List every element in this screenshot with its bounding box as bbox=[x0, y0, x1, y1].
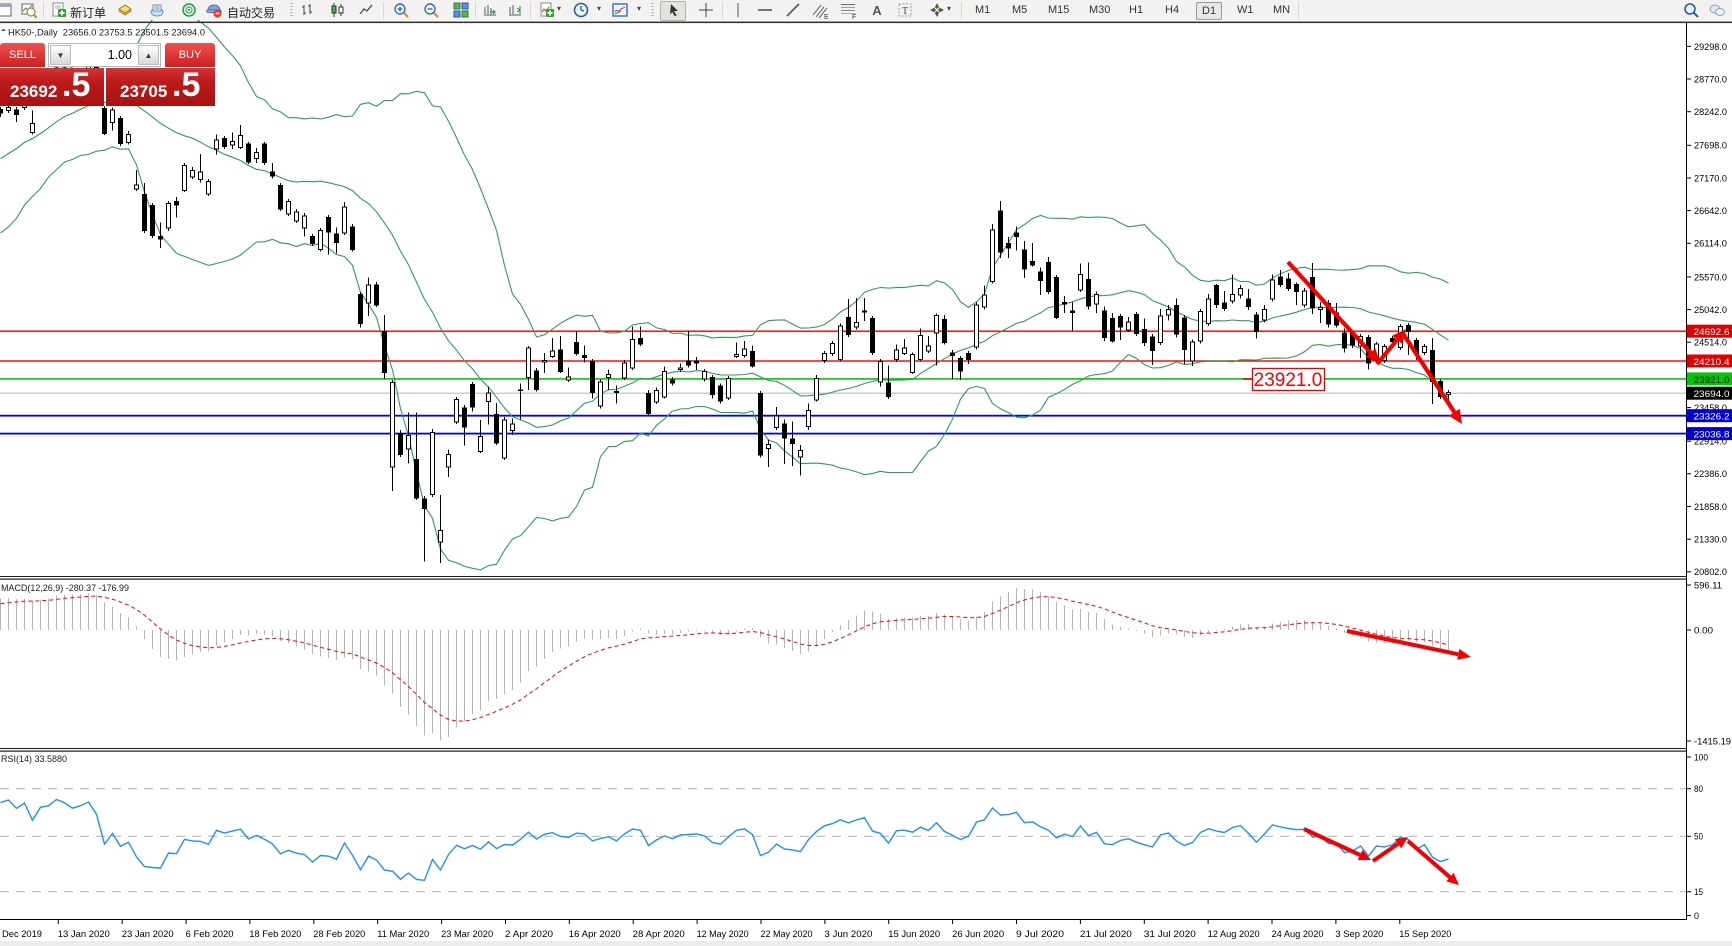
svg-text:21 Jul 2020: 21 Jul 2020 bbox=[1080, 929, 1132, 940]
svg-text:24692.6: 24692.6 bbox=[1694, 327, 1730, 338]
svg-text:0.00: 0.00 bbox=[1694, 625, 1713, 636]
svg-text:RSI(14) 33.5880: RSI(14) 33.5880 bbox=[1, 754, 67, 765]
svg-text:15 Jun 2020: 15 Jun 2020 bbox=[888, 929, 940, 940]
svg-text:23921.0: 23921.0 bbox=[1694, 375, 1730, 386]
svg-text:3 Sep 2020: 3 Sep 2020 bbox=[1335, 929, 1383, 940]
svg-text:25570.0: 25570.0 bbox=[1694, 272, 1727, 283]
svg-text:50: 50 bbox=[1694, 832, 1703, 843]
svg-text:24210.4: 24210.4 bbox=[1694, 357, 1730, 368]
svg-text:T: T bbox=[902, 6, 908, 17]
svg-text:22914.0: 22914.0 bbox=[1694, 437, 1727, 448]
svg-text:23 Mar 2020: 23 Mar 2020 bbox=[441, 929, 493, 940]
svg-text:28770.0: 28770.0 bbox=[1694, 74, 1727, 85]
svg-text:23458.0: 23458.0 bbox=[1694, 403, 1727, 414]
svg-text:21330.0: 21330.0 bbox=[1694, 535, 1727, 546]
svg-text:6 Feb 2020: 6 Feb 2020 bbox=[186, 929, 234, 940]
svg-text:80: 80 bbox=[1694, 784, 1703, 795]
svg-text:-1415.19: -1415.19 bbox=[1694, 736, 1731, 747]
svg-text:28 Feb 2020: 28 Feb 2020 bbox=[313, 929, 365, 940]
svg-text:23921.0: 23921.0 bbox=[1254, 370, 1323, 391]
svg-text:27698.0: 27698.0 bbox=[1694, 141, 1727, 152]
svg-text:596.11: 596.11 bbox=[1694, 580, 1722, 591]
svg-text:23694.0: 23694.0 bbox=[1694, 389, 1730, 400]
svg-text:23326.2: 23326.2 bbox=[1694, 412, 1730, 423]
svg-text:29298.0: 29298.0 bbox=[1694, 42, 1727, 53]
svg-text:28 Apr 2020: 28 Apr 2020 bbox=[633, 929, 685, 940]
svg-text:2 Apr 2020: 2 Apr 2020 bbox=[505, 929, 553, 940]
svg-text:11 Mar 2020: 11 Mar 2020 bbox=[377, 929, 429, 940]
svg-text:18 Feb 2020: 18 Feb 2020 bbox=[249, 929, 301, 940]
svg-text:12 May 2020: 12 May 2020 bbox=[697, 929, 749, 940]
svg-text:22386.0: 22386.0 bbox=[1694, 469, 1727, 480]
svg-text:13 Jan 2020: 13 Jan 2020 bbox=[58, 929, 110, 940]
svg-text:0: 0 bbox=[1694, 911, 1699, 922]
svg-text:31 Jul 2020: 31 Jul 2020 bbox=[1144, 929, 1196, 940]
svg-text:25042.0: 25042.0 bbox=[1694, 305, 1727, 316]
svg-text:24 Aug 2020: 24 Aug 2020 bbox=[1272, 929, 1324, 940]
svg-text:23036.8: 23036.8 bbox=[1694, 430, 1730, 441]
svg-text:3 Jun 2020: 3 Jun 2020 bbox=[824, 929, 872, 940]
svg-text:22 May 2020: 22 May 2020 bbox=[761, 929, 813, 940]
svg-text:12 Aug 2020: 12 Aug 2020 bbox=[1208, 929, 1260, 940]
svg-text:15: 15 bbox=[1694, 887, 1703, 898]
svg-text:28242.0: 28242.0 bbox=[1694, 107, 1727, 118]
svg-text:100: 100 bbox=[1694, 752, 1708, 763]
svg-text:23 Jan 2020: 23 Jan 2020 bbox=[122, 929, 174, 940]
svg-text:MACD(12,26,9) -280.37 -176.99: MACD(12,26,9) -280.37 -176.99 bbox=[1, 583, 129, 594]
svg-text:Dec 2019: Dec 2019 bbox=[2, 929, 42, 940]
svg-text:24514.0: 24514.0 bbox=[1694, 338, 1727, 349]
svg-text:HK50-,Daily 23656.0 23753.5 2: HK50-,Daily 23656.0 23753.5 23501.5 2369… bbox=[8, 27, 205, 38]
svg-text:26114.0: 26114.0 bbox=[1694, 239, 1727, 250]
svg-text:26642.0: 26642.0 bbox=[1694, 206, 1727, 217]
svg-text:27170.0: 27170.0 bbox=[1694, 173, 1727, 184]
svg-text:16 Apr 2020: 16 Apr 2020 bbox=[569, 929, 621, 940]
svg-text:15 Sep 2020: 15 Sep 2020 bbox=[1399, 929, 1451, 940]
svg-text:21858.0: 21858.0 bbox=[1694, 502, 1727, 513]
svg-text:20802.0: 20802.0 bbox=[1694, 567, 1727, 578]
svg-text:9 Jul 2020: 9 Jul 2020 bbox=[1016, 929, 1064, 940]
svg-text:26 Jun 2020: 26 Jun 2020 bbox=[952, 929, 1004, 940]
